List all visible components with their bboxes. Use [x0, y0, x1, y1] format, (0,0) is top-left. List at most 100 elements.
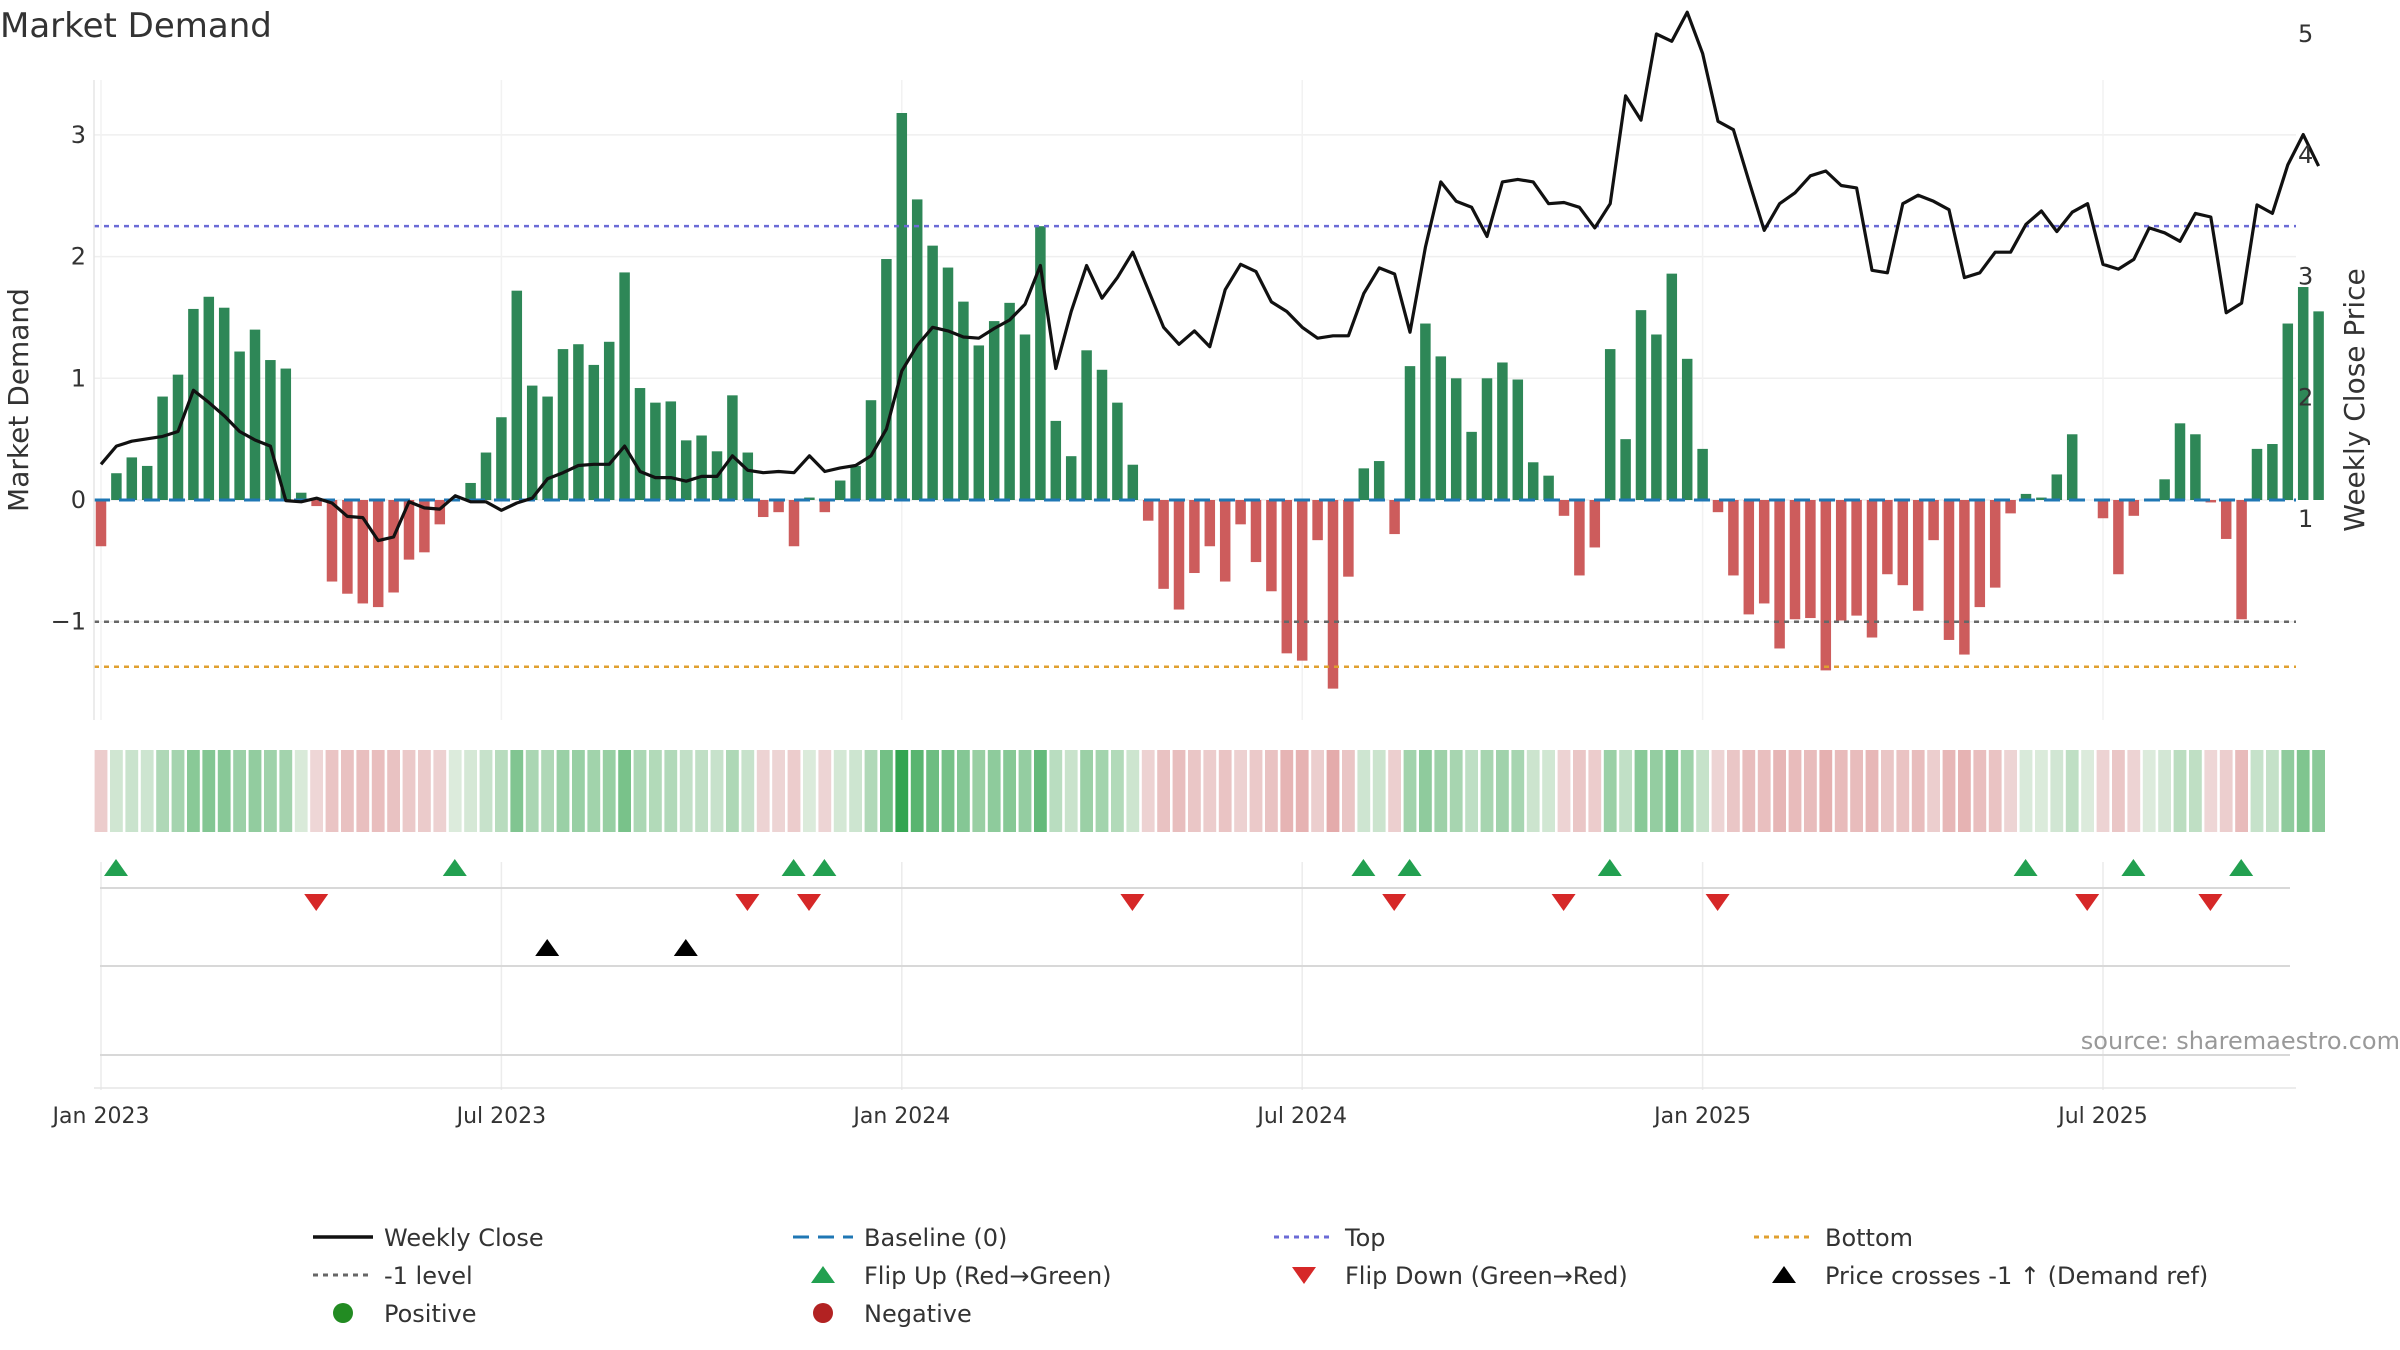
heat-cell	[1372, 750, 1386, 832]
heat-cell	[1326, 750, 1340, 832]
flip-up-marker	[104, 859, 128, 876]
negative-bar	[2236, 500, 2247, 620]
negative-bar	[1281, 500, 1293, 654]
negative-bar	[1728, 500, 1739, 576]
positive-bar	[942, 267, 954, 500]
positive-bar	[1466, 431, 1477, 500]
negative-bar	[1912, 500, 1924, 611]
flip-down-marker	[2198, 894, 2223, 911]
y2-axis-label: Weekly Close Price	[2338, 268, 2371, 531]
negative-bar	[1943, 500, 1955, 640]
heat-cell	[325, 750, 339, 832]
heat-cell	[1357, 750, 1371, 832]
heat-cell	[110, 750, 123, 832]
positive-bar	[2190, 434, 2201, 500]
positive-bar	[2251, 448, 2263, 500]
heat-cell	[1911, 750, 1925, 832]
y-tick-label: 1	[71, 364, 86, 392]
legend-label: Top	[1344, 1224, 1386, 1252]
heat-cell	[587, 750, 601, 832]
heat-cell	[2204, 750, 2218, 832]
heat-cell	[1603, 750, 1617, 832]
heat-cell	[1958, 750, 1971, 832]
heat-cell	[2281, 750, 2295, 832]
weekly-close-line	[99, 10, 2321, 543]
negative-bar	[311, 500, 322, 507]
positive-bar	[650, 402, 661, 500]
demand-heat-strip	[94, 750, 2325, 832]
heat-cell	[1003, 750, 1016, 832]
heat-cell	[371, 750, 385, 832]
heat-cell	[140, 750, 154, 832]
negative-bar	[1574, 500, 1585, 576]
heat-cell	[2158, 750, 2171, 832]
heat-cell	[2219, 750, 2233, 832]
positive-bar	[2297, 287, 2309, 500]
negative-bar	[2205, 500, 2217, 503]
heat-cell	[1942, 750, 1956, 832]
negative-bar	[1928, 500, 1939, 541]
positive-bar	[665, 401, 677, 500]
heat-cell	[1819, 750, 1833, 832]
heat-cell	[556, 750, 570, 832]
legend-swatch-tri-up	[811, 1266, 835, 1283]
negative-bar	[434, 500, 446, 525]
heat-cell	[649, 750, 662, 832]
legend-label: Negative	[864, 1300, 972, 1328]
heat-cell	[1280, 750, 1294, 832]
flip-down-marker	[1382, 894, 1407, 911]
negative-bar	[1789, 500, 1801, 620]
heat-cell	[1080, 750, 1093, 832]
heat-cell	[1111, 750, 1124, 832]
heat-cell	[1573, 750, 1586, 832]
positive-bar	[958, 301, 969, 500]
positive-bar	[2174, 423, 2186, 500]
heat-cell	[1018, 750, 1032, 832]
heat-cell	[1049, 750, 1063, 832]
negative-bar	[388, 500, 399, 593]
heat-cell	[710, 750, 724, 832]
heat-cell	[1342, 750, 1355, 832]
negative-bar	[326, 500, 338, 582]
heat-cell	[310, 750, 323, 832]
negative-bar	[1882, 500, 1893, 575]
heat-cell	[1850, 750, 1863, 832]
positive-bar	[911, 199, 923, 500]
positive-bar	[696, 435, 707, 500]
positive-bar	[280, 368, 292, 500]
positive-bar	[973, 345, 985, 500]
positive-bar	[2159, 479, 2170, 500]
positive-bar	[850, 465, 861, 500]
flip-down-marker	[1705, 894, 1730, 911]
negative-bar	[1343, 500, 1354, 577]
heat-cell	[1480, 750, 1494, 832]
x-tick-label: Jan 2024	[851, 1104, 950, 1129]
heat-cell	[818, 750, 832, 832]
negative-bar	[1851, 500, 1862, 616]
positive-bar	[1435, 356, 1447, 500]
negative-bar	[2220, 500, 2232, 539]
negative-bar	[1959, 500, 1970, 655]
positive-bar	[1112, 402, 1123, 500]
positive-bar	[2036, 497, 2047, 500]
heat-cell	[864, 750, 878, 832]
heat-cell	[125, 750, 139, 832]
heat-cell	[2235, 750, 2248, 832]
negative-bar	[1805, 500, 1816, 619]
heat-cell	[1727, 750, 1740, 832]
positive-bar	[1635, 310, 1647, 500]
positive-bar	[1543, 475, 1554, 500]
negative-bar	[2128, 500, 2140, 516]
heat-cell	[1526, 750, 1540, 832]
heat-cell	[248, 750, 262, 832]
positive-bar	[1035, 226, 1046, 501]
negative-bar	[2113, 500, 2124, 575]
heat-cell	[495, 750, 508, 832]
heat-cell	[664, 750, 678, 832]
legend-label: Baseline (0)	[864, 1224, 1007, 1252]
heat-cell	[849, 750, 862, 832]
heat-cell	[1804, 750, 1817, 832]
heat-cell	[479, 750, 493, 832]
heat-cell	[1665, 750, 1679, 832]
positive-bar	[295, 492, 307, 500]
